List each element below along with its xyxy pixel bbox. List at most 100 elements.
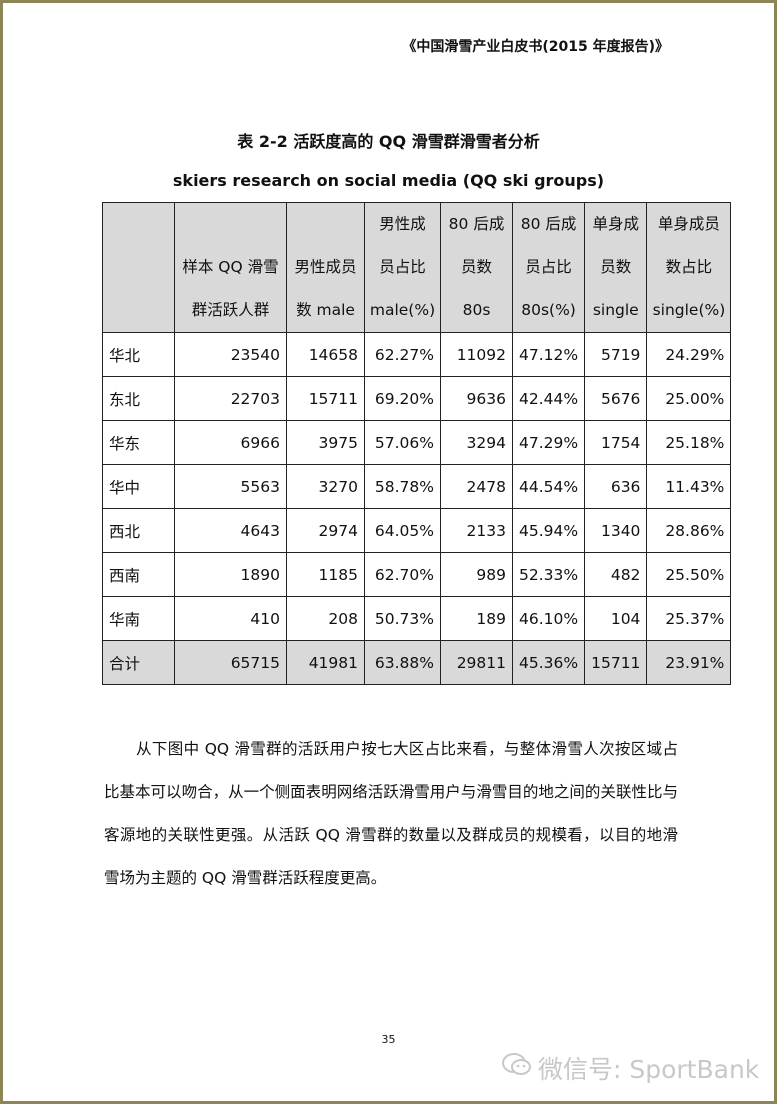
- column-header-line: 80s: [462, 301, 491, 319]
- skier-analysis-table: 样本 QQ 滑雪 群活跃人群 男性成员数 male 男性成 员占比 male(%) 80 后…: [102, 202, 732, 685]
- value-cell: 52.33%: [511, 552, 586, 597]
- value-cell: 3975: [286, 420, 365, 465]
- column-header-line: 员数: [600, 258, 632, 276]
- value-cell: 11092: [440, 332, 513, 377]
- page-number: 35: [381, 1033, 396, 1046]
- table-row: 华南 410 208 50.73% 189 46.10% 104 25.37%: [102, 596, 732, 641]
- column-header: [102, 202, 175, 333]
- value-cell: 410: [174, 596, 287, 641]
- value-cell: 1890: [174, 552, 287, 597]
- watermark-text: 微信号: SportBank: [538, 1055, 760, 1084]
- value-cell: 3294: [440, 420, 513, 465]
- region-cell: 华北: [102, 332, 175, 377]
- column-header-line: [107, 246, 170, 289]
- value-cell: 45.36%: [511, 640, 586, 685]
- column-header-line: 单身成: [592, 215, 640, 233]
- column-header: 样本 QQ 滑雪 群活跃人群: [174, 202, 287, 333]
- region-cell: 东北: [102, 376, 175, 421]
- value-cell: 482: [584, 552, 648, 597]
- table-row: 华北 23540 14658 62.27% 11092 47.12% 5719 24.29%: [102, 332, 732, 377]
- column-header: 男性成员数 male: [286, 202, 365, 333]
- value-cell: 1754: [584, 420, 648, 465]
- table-row: 西北 4643 2974 64.05% 2133 45.94% 1340 28.86%: [102, 508, 732, 553]
- value-cell: 4643: [174, 508, 287, 553]
- column-header-line: [107, 289, 170, 332]
- column-header-line: 男性成员: [294, 258, 357, 276]
- region-cell: 华南: [102, 596, 175, 641]
- column-header-line: 数占比: [665, 258, 713, 276]
- value-cell: 25.00%: [646, 376, 732, 421]
- region-cell: 华中: [102, 464, 175, 509]
- column-header-line: 80 后成: [448, 215, 505, 233]
- column-header-line: 员占比: [525, 258, 572, 276]
- region-cell: 华东: [102, 420, 175, 465]
- value-cell: 15711: [286, 376, 365, 421]
- body-paragraph: 从下图中 QQ 滑雪群的活跃用户按七大区占比来看，与整体滑雪人次按区域占比基本可…: [104, 740, 678, 887]
- column-header-line: single: [592, 301, 639, 319]
- value-cell: 42.44%: [511, 376, 586, 421]
- value-cell: 41981: [286, 640, 365, 685]
- value-cell: 25.37%: [646, 596, 732, 641]
- value-cell: 5676: [584, 376, 648, 421]
- column-header: 男性成 员占比 male(%): [364, 202, 441, 333]
- value-cell: 208: [286, 596, 365, 641]
- value-cell: 11.43%: [646, 464, 732, 509]
- region-cell: 西南: [102, 552, 175, 597]
- value-cell: 50.73%: [364, 596, 441, 641]
- column-header-line: 员占比: [379, 258, 426, 276]
- value-cell: 57.06%: [364, 420, 441, 465]
- value-cell: 14658: [286, 332, 365, 377]
- value-cell: 15711: [584, 640, 648, 685]
- value-cell: 44.54%: [511, 464, 586, 509]
- region-cell: 合计: [102, 640, 175, 685]
- column-header-line: 员数: [460, 258, 492, 276]
- value-cell: 23.91%: [646, 640, 732, 685]
- table-subtitle: skiers research on social media (QQ ski …: [172, 171, 605, 190]
- value-cell: 5563: [174, 464, 287, 509]
- value-cell: 24.29%: [646, 332, 732, 377]
- column-header-line: 群活跃人群: [191, 301, 270, 319]
- value-cell: 62.70%: [364, 552, 441, 597]
- value-cell: 636: [584, 464, 648, 509]
- value-cell: 47.12%: [511, 332, 586, 377]
- value-cell: 69.20%: [364, 376, 441, 421]
- value-cell: 9636: [440, 376, 513, 421]
- value-cell: 2478: [440, 464, 513, 509]
- value-cell: 65715: [174, 640, 287, 685]
- watermark: 微信号: SportBank: [500, 1050, 759, 1086]
- value-cell: 2974: [286, 508, 365, 553]
- value-cell: 45.94%: [511, 508, 586, 553]
- value-cell: 3270: [286, 464, 365, 509]
- value-cell: 25.18%: [646, 420, 732, 465]
- column-header-line: 数 male: [296, 301, 355, 319]
- table-row: 华东 6966 3975 57.06% 3294 47.29% 1754 25.18%: [102, 420, 732, 465]
- value-cell: 23540: [174, 332, 287, 377]
- value-cell: 6966: [174, 420, 287, 465]
- table-total-row: 合计 65715 41981 63.88% 29811 45.36% 15711 23.91%: [102, 640, 732, 685]
- column-header: 单身成员数 single: [584, 202, 648, 333]
- value-cell: 46.10%: [511, 596, 586, 641]
- value-cell: 58.78%: [364, 464, 441, 509]
- value-cell: 28.86%: [646, 508, 732, 553]
- region-cell: 西北: [102, 508, 175, 553]
- table-row: 东北 22703 15711 69.20% 9636 42.44% 5676 25.00%: [102, 376, 732, 421]
- value-cell: 25.50%: [646, 552, 732, 597]
- column-header: 80 后成员数 80s: [440, 202, 513, 333]
- value-cell: 5719: [584, 332, 648, 377]
- value-cell: 47.29%: [511, 420, 586, 465]
- table-row: 华中 5563 3270 58.78% 2478 44.54% 636 11.43%: [102, 464, 732, 509]
- column-header-line: single(%): [652, 301, 726, 319]
- running-header: 《中国滑雪产业白皮书(2015 年度报告)》: [402, 39, 669, 55]
- column-header-line: 男性成: [379, 215, 426, 233]
- value-cell: 104: [584, 596, 648, 641]
- value-cell: 63.88%: [364, 640, 441, 685]
- table-title: 表 2-2 活跃度高的 QQ 滑雪群滑雪者分析: [237, 132, 540, 151]
- value-cell: 62.27%: [364, 332, 441, 377]
- value-cell: 989: [440, 552, 513, 597]
- table-header-row: 样本 QQ 滑雪 群活跃人群 男性成员数 male 男性成 员占比 male(%) 80 后…: [102, 202, 732, 333]
- value-cell: 29811: [440, 640, 513, 685]
- column-header: 80 后成 员占比 80s(%): [511, 202, 586, 333]
- value-cell: 64.05%: [364, 508, 441, 553]
- column-header-line: 80s(%): [521, 301, 576, 319]
